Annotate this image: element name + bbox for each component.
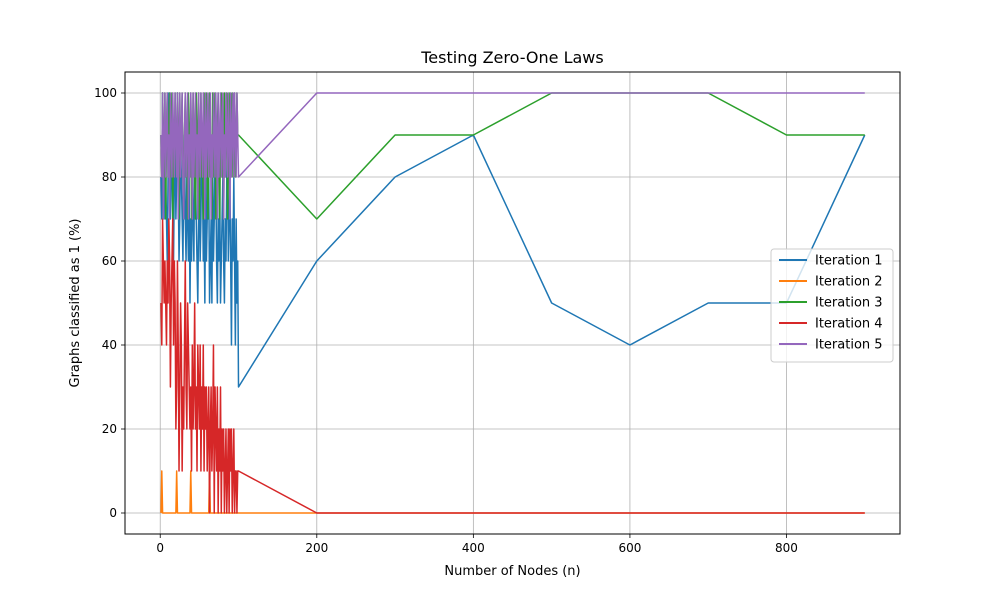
legend-box <box>770 248 894 363</box>
y-tick-label: 20 <box>102 422 117 436</box>
plot-area <box>160 92 866 514</box>
legend-label: Iteration 3 <box>815 296 883 311</box>
legend-label: Iteration 5 <box>815 338 883 353</box>
x-axis-label: Number of Nodes (n) <box>444 564 580 579</box>
y-tick-label: 80 <box>102 170 117 184</box>
legend-label: Iteration 1 <box>815 254 883 269</box>
y-tick-label: 40 <box>102 338 117 352</box>
y-axis-label: Graphs classified as 1 (%) <box>68 218 83 387</box>
y-tick-label: 60 <box>102 254 117 268</box>
x-tick-label: 800 <box>775 541 798 555</box>
y-tick-label: 100 <box>94 86 117 100</box>
legend: Iteration 1 Iteration 2 Iteration 3 Iterati… <box>770 248 894 363</box>
legend-label: Iteration 2 <box>815 275 883 290</box>
series-line-iteration-4 <box>160 218 865 514</box>
x-tick-label: 600 <box>618 541 641 555</box>
chart-title: Testing Zero-One Laws <box>420 48 603 67</box>
legend-label: Iteration 4 <box>815 317 883 332</box>
x-tick-label: 400 <box>462 541 485 555</box>
x-tick-label: 0 <box>156 541 164 555</box>
y-tick-label: 0 <box>109 506 117 520</box>
x-tick-label: 200 <box>305 541 328 555</box>
axes-frame <box>124 71 901 535</box>
series-line-iteration-5 <box>160 92 865 220</box>
axis-ticks: 0 200 400 600 800 0 20 40 60 80 100 <box>94 86 798 555</box>
